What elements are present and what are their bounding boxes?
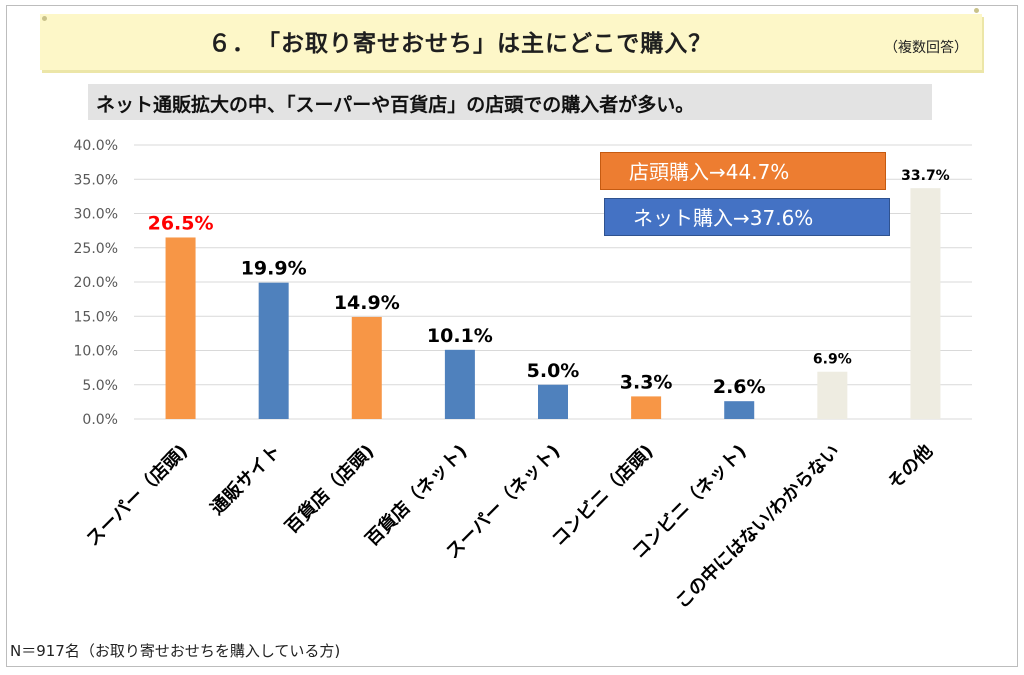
bar xyxy=(258,282,289,419)
data-label: 6.9% xyxy=(813,352,852,368)
bar xyxy=(910,188,941,419)
data-label: 2.6% xyxy=(713,376,766,398)
x-category-label: この中にはない/わからない xyxy=(671,440,844,613)
chart-subtitle: ネット通販拡大の中、「スーパーや百貨店」の店頭での購入者が多い。 xyxy=(96,94,695,116)
y-tick-label: 10.0% xyxy=(74,344,118,360)
sample-note: N＝917名（お取り寄せおせちを購入している方) xyxy=(10,642,341,660)
data-label: 5.0% xyxy=(527,360,580,382)
x-category-label: コンビニ（店頭) xyxy=(547,440,657,550)
x-category-label: スーパー（店頭) xyxy=(82,440,192,550)
y-tick-label: 30.0% xyxy=(74,207,118,223)
y-tick-label: 35.0% xyxy=(74,172,118,188)
chart-title: ６． 「お取り寄せおせち」は主にどこで購入？ xyxy=(208,31,713,57)
bar xyxy=(444,349,475,419)
x-category-label: 通販サイト xyxy=(207,441,285,519)
subtitle-band xyxy=(88,84,932,120)
data-label: 33.7% xyxy=(901,168,950,184)
bar xyxy=(538,384,568,419)
x-category-label: 百貨店（ネット) xyxy=(361,440,471,550)
chart-title-note: （複数回答） xyxy=(884,40,968,56)
data-label: 19.9% xyxy=(241,258,307,280)
y-tick-label: 0.0% xyxy=(82,412,118,428)
data-label: 26.5% xyxy=(148,212,214,234)
store-total-callout: 店頭購入→44.7% xyxy=(600,152,886,190)
bar xyxy=(817,371,848,419)
y-tick-label: 25.0% xyxy=(74,241,118,257)
title-band xyxy=(40,14,982,70)
y-tick-label: 20.0% xyxy=(74,275,118,291)
bar xyxy=(631,396,662,419)
y-tick-label: 15.0% xyxy=(74,309,118,325)
y-tick-label: 5.0% xyxy=(82,378,118,394)
data-label: 14.9% xyxy=(334,292,400,314)
data-label: 3.3% xyxy=(620,371,673,393)
net-total-callout: ネット購入→37.6% xyxy=(604,198,890,236)
bar xyxy=(165,237,196,419)
bar xyxy=(724,401,755,419)
data-label: 10.1% xyxy=(427,325,493,347)
x-category-label: その他 xyxy=(883,440,937,494)
y-tick-label: 40.0% xyxy=(74,138,118,154)
x-category-label: 百貨店（店頭) xyxy=(281,440,379,538)
bar xyxy=(351,316,382,419)
pin-dot xyxy=(42,16,47,21)
chart-frame xyxy=(6,5,1018,667)
pin-dot xyxy=(974,8,979,13)
